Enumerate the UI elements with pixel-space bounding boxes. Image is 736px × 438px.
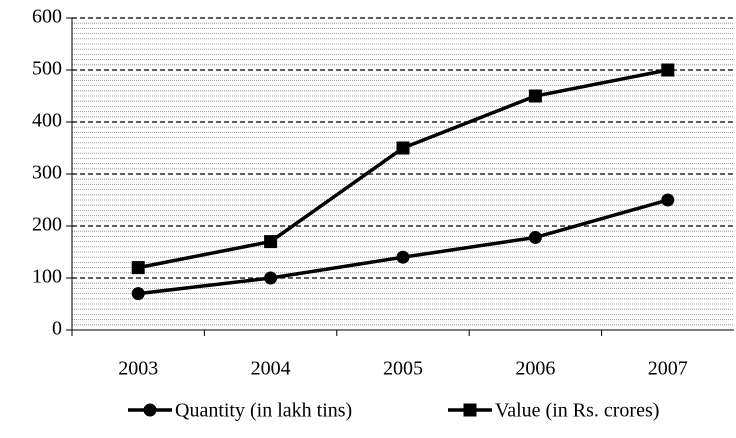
x-tick-label: 2004: [251, 358, 291, 380]
legend-marker: [463, 403, 477, 417]
data-point: [396, 250, 410, 264]
data-point: [661, 63, 675, 77]
y-tick-label: 400: [32, 110, 62, 132]
y-tick-label: 500: [32, 58, 62, 80]
legend-label: Quantity (in lakh tins): [175, 400, 352, 422]
y-tick-label: 200: [32, 214, 62, 236]
legend-label: Value (in Rs. crores): [495, 400, 659, 422]
legend-marker: [143, 403, 157, 417]
y-tick-label: 300: [32, 162, 62, 184]
x-tick-label: 2005: [383, 358, 423, 380]
y-tick-label: 0: [52, 318, 62, 340]
y-tick-label: 600: [32, 6, 62, 28]
x-tick-label: 2007: [648, 358, 688, 380]
data-point: [528, 230, 542, 244]
data-point: [131, 287, 145, 301]
y-tick-label: 100: [32, 266, 62, 288]
x-tick-label: 2003: [118, 358, 158, 380]
data-point: [396, 141, 410, 155]
data-point: [264, 235, 278, 249]
data-point: [661, 193, 675, 207]
x-tick-label: 2006: [515, 358, 555, 380]
data-point: [131, 261, 145, 275]
data-point: [528, 89, 542, 103]
data-point: [264, 271, 278, 285]
